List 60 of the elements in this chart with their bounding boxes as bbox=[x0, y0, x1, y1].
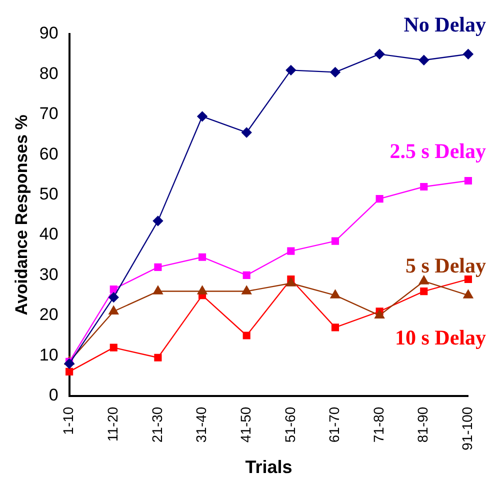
point bbox=[420, 182, 428, 191]
point bbox=[286, 65, 296, 76]
point bbox=[418, 55, 429, 66]
y-tick-label: 90 bbox=[39, 24, 58, 43]
point bbox=[66, 368, 74, 376]
point bbox=[331, 324, 340, 332]
x-tick-label: 31-40 bbox=[193, 406, 210, 443]
point bbox=[198, 253, 206, 261]
x-tick-label: 41-50 bbox=[237, 406, 254, 443]
series-label: 5 s Delay bbox=[406, 254, 486, 278]
y-tick-label: 30 bbox=[39, 264, 58, 284]
point bbox=[197, 111, 208, 122]
x-tick-label: 51-60 bbox=[282, 406, 298, 443]
point bbox=[242, 271, 250, 279]
point bbox=[418, 276, 429, 284]
y-tick-label: 70 bbox=[39, 104, 58, 124]
point bbox=[330, 67, 340, 78]
point bbox=[374, 49, 385, 60]
point bbox=[110, 285, 118, 294]
x-tick-label: 21-30 bbox=[148, 406, 165, 443]
series-label: 10 s Delay bbox=[395, 326, 486, 350]
y-tick-label: 10 bbox=[39, 345, 58, 364]
point bbox=[152, 216, 164, 226]
series-label: 2.5 s Delay bbox=[390, 139, 486, 164]
x-tick-label: 81-90 bbox=[414, 406, 431, 443]
point bbox=[108, 292, 119, 302]
point bbox=[242, 332, 250, 340]
x-tick-label: 11-20 bbox=[104, 406, 120, 442]
point bbox=[154, 263, 162, 271]
x-tick-label: 91-100 bbox=[459, 406, 476, 450]
x-tick-label: 71-80 bbox=[370, 406, 386, 443]
point bbox=[197, 286, 208, 294]
point bbox=[154, 354, 162, 362]
point bbox=[420, 288, 428, 296]
point bbox=[108, 306, 119, 314]
point bbox=[330, 290, 340, 298]
point bbox=[374, 310, 384, 319]
point bbox=[153, 286, 163, 294]
point bbox=[64, 358, 74, 369]
point bbox=[376, 195, 384, 203]
point bbox=[287, 247, 295, 255]
x-tick-label: 1-10 bbox=[60, 406, 76, 435]
x-axis-title: Trials bbox=[245, 457, 292, 478]
point bbox=[110, 344, 118, 352]
point bbox=[463, 49, 474, 60]
point bbox=[331, 237, 340, 245]
y-tick-label: 40 bbox=[39, 224, 58, 244]
y-tick-label: 80 bbox=[39, 64, 58, 83]
x-tick-label: 61-70 bbox=[326, 406, 342, 443]
y-axis-title: Avoidance Responses % bbox=[12, 114, 31, 316]
point bbox=[241, 127, 252, 138]
series-label: No Delay bbox=[404, 12, 486, 37]
y-tick-label: 50 bbox=[39, 184, 58, 204]
point bbox=[286, 278, 296, 286]
point bbox=[242, 286, 252, 294]
point bbox=[464, 176, 472, 185]
y-tick-label: 0 bbox=[48, 385, 58, 404]
point bbox=[463, 290, 474, 298]
y-tick-label: 20 bbox=[39, 305, 58, 324]
y-tick-label: 60 bbox=[39, 144, 58, 164]
